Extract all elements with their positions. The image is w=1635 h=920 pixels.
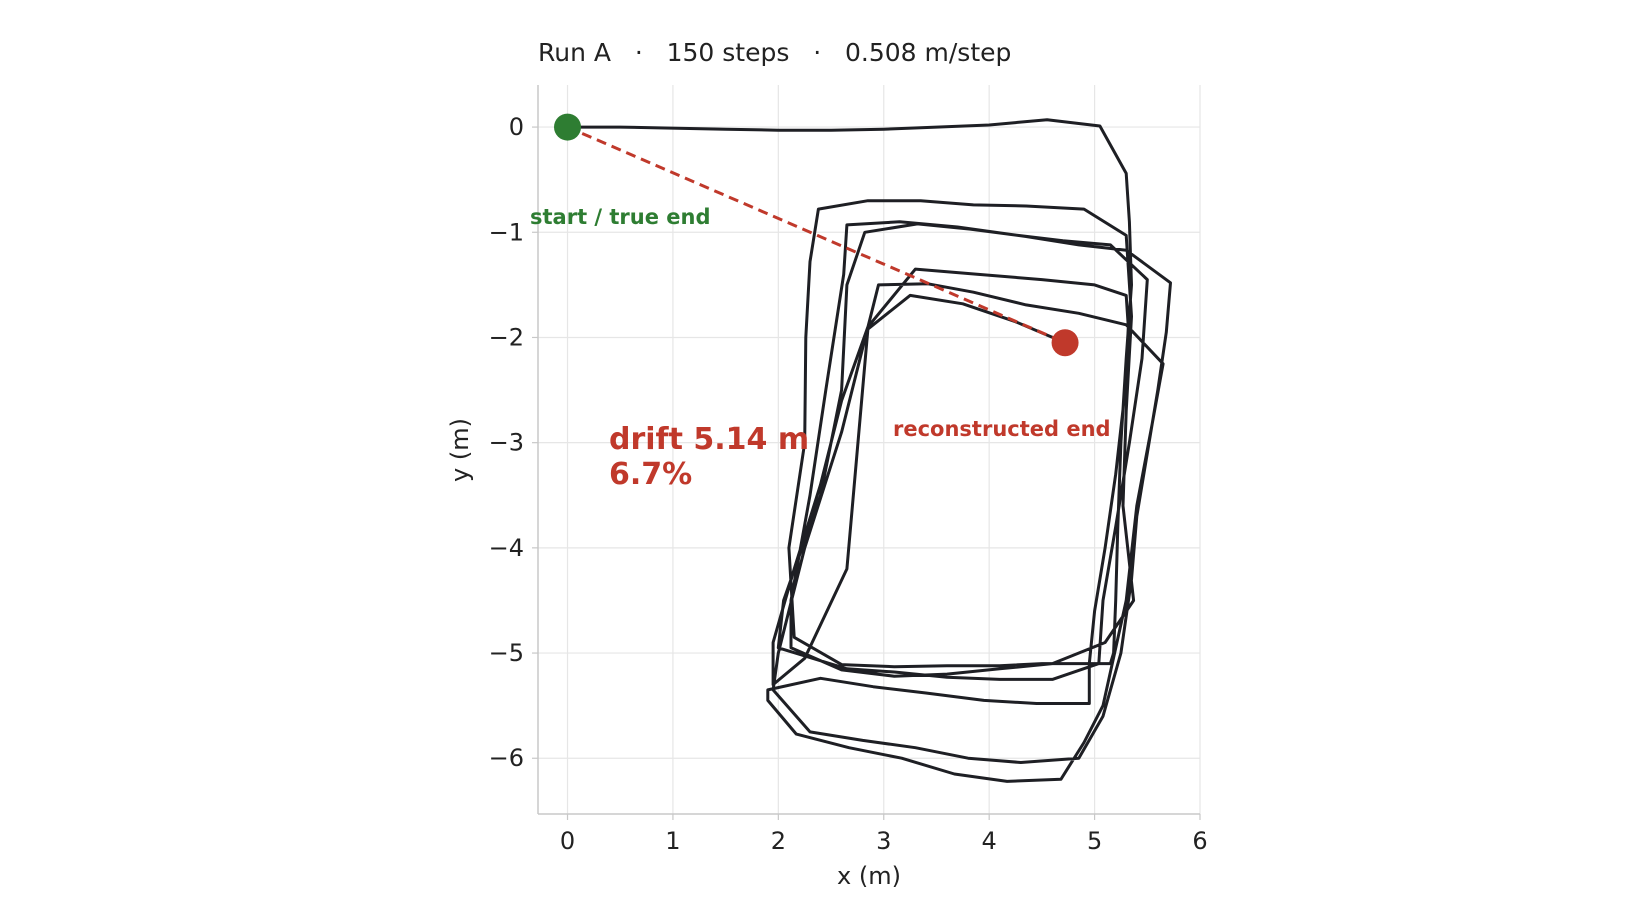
y-tick-label: −2 bbox=[489, 323, 524, 351]
x-tick-label: 5 bbox=[1087, 827, 1102, 855]
y-tick-label: −6 bbox=[489, 744, 524, 772]
y-tick-label: −3 bbox=[489, 429, 524, 457]
end-label: reconstructed end bbox=[893, 417, 1111, 441]
x-tick-label: 1 bbox=[665, 827, 680, 855]
y-tick-label: 0 bbox=[509, 113, 524, 141]
chart-title: Run A · 150 steps · 0.508 m/step bbox=[538, 38, 1011, 67]
start-marker bbox=[554, 114, 581, 141]
x-axis-label: x (m) bbox=[837, 862, 901, 890]
y-tick-label: −4 bbox=[489, 534, 524, 562]
x-tick-label: 2 bbox=[771, 827, 786, 855]
x-tick-label: 4 bbox=[982, 827, 997, 855]
y-tick-label: −5 bbox=[489, 639, 524, 667]
drift-percent-label: 6.7% bbox=[609, 457, 692, 492]
markers bbox=[554, 114, 1079, 357]
drift-line bbox=[568, 127, 1066, 343]
drift-label: drift 5.14 m bbox=[609, 422, 809, 457]
x-tick-label: 6 bbox=[1192, 827, 1207, 855]
x-tick-label: 3 bbox=[876, 827, 891, 855]
end-marker bbox=[1052, 329, 1079, 356]
y-axis-label: y (m) bbox=[446, 418, 474, 482]
y-tick-label: −1 bbox=[489, 218, 524, 246]
x-tick-label: 0 bbox=[560, 827, 575, 855]
start-label: start / true end bbox=[530, 205, 711, 229]
